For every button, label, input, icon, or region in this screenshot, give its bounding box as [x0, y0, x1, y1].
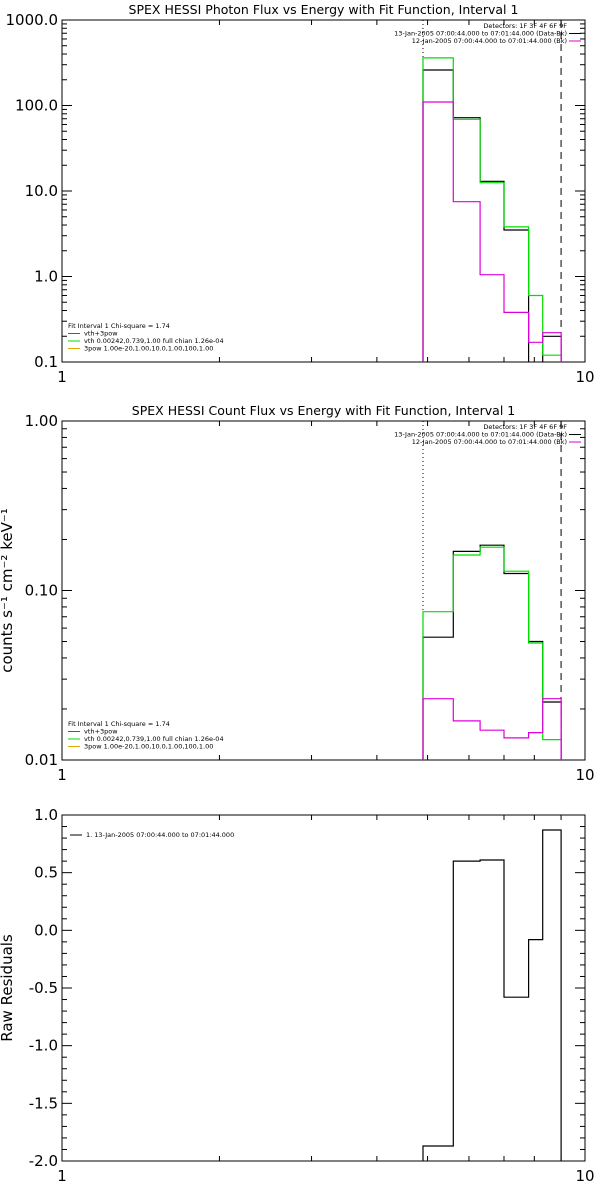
x-tick-label: 1 — [57, 368, 67, 386]
legend-entry: 12-Jan-2005 07:00:44.000 to 07:01:44.000… — [412, 438, 567, 446]
y-tick-label: 1.00 — [25, 412, 58, 430]
x-tick-label: 10 — [575, 766, 594, 784]
y-tick-label: 0.01 — [25, 751, 58, 769]
series-step-1 — [422, 69, 562, 362]
legend-entry: 1. 13-Jan-2005 07:00:44.000 to 07:01:44.… — [86, 831, 234, 839]
y-tick-label: 0.0 — [34, 921, 58, 939]
y-tick-label: -0.5 — [29, 979, 58, 997]
chart-panel-1: SPEX HESSI Photon Flux vs Energy with Fi… — [6, 2, 595, 386]
y-tick-label: 100.0 — [15, 97, 58, 115]
y-axis-label: Raw Residuals — [0, 934, 16, 1042]
y-axis-label: counts s⁻¹ cm⁻² keV⁻¹ — [0, 508, 16, 673]
series-step-2 — [422, 546, 562, 760]
legend-entry: vth 0.00242,0.739,1.00 full chian 1.26e-… — [84, 735, 224, 743]
y-tick-label: 1000.0 — [6, 11, 59, 29]
legend-entry: Detectors: 1F 3F 4F 6F 9F — [483, 423, 567, 431]
chart-title: SPEX HESSI Photon Flux vs Energy with Fi… — [129, 2, 519, 17]
chart-panel-2: SPEX HESSI Count Flux vs Energy with Fit… — [0, 403, 595, 784]
plot-frame — [61, 420, 586, 761]
y-tick-label: -2.0 — [29, 1152, 58, 1170]
y-tick-label: 0.10 — [25, 582, 58, 600]
chart-panel-3: Raw Residuals 1 10 -2.0 -1.5 -1.0 -0.5 0.0 0.5 1.… — [0, 806, 595, 1185]
legend-entry: 3pow 1.00e-20,1.00,10.0,1.00,100,1.00 — [84, 743, 213, 751]
legend-entry: vth+3pow — [84, 728, 118, 736]
plot-frame — [61, 19, 586, 363]
plot-frame — [61, 814, 586, 1162]
x-tick-label: 1 — [57, 766, 67, 784]
y-tick-label: 0.5 — [34, 864, 58, 882]
series-step-3 — [422, 101, 562, 362]
legend-entry: Fit Interval 1 Chi-square = 1.74 — [68, 322, 170, 330]
chart-title: SPEX HESSI Count Flux vs Energy with Fit… — [132, 403, 515, 418]
y-tick-label: -1.5 — [29, 1094, 58, 1112]
legend-entry: 13-Jan-2005 07:00:44.000 to 07:01:44.000… — [394, 431, 567, 439]
legend-entry: Fit Interval 1 Chi-square = 1.74 — [68, 720, 170, 728]
y-tick-label: -1.0 — [29, 1037, 58, 1055]
legend-entry: 13-Jan-2005 07:00:44.000 to 07:01:44.000… — [394, 30, 567, 38]
y-tick-label: 1.0 — [34, 806, 58, 824]
x-tick-label: 10 — [575, 368, 594, 386]
legend-entry: 12-Jan-2005 07:00:44.000 to 07:01:44.000… — [412, 37, 567, 45]
x-tick-label: 10 — [575, 1167, 594, 1185]
series-step-1 — [422, 544, 562, 760]
x-tick-label: 1 — [57, 1167, 67, 1185]
legend-entry: vth 0.00242,0.739,1.00 full chian 1.26e-… — [84, 337, 224, 345]
legend-entry: Detectors: 1F 3F 4F 6F 9F — [483, 22, 567, 30]
y-tick-label: 1.0 — [34, 268, 58, 286]
y-tick-label: 0.1 — [34, 353, 58, 371]
legend-entry: 3pow 1.00e-20,1.00,10.0,1.00,100,1.00 — [84, 345, 213, 353]
y-tick-label: 10.0 — [25, 182, 58, 200]
legend-entry: vth+3pow — [84, 330, 118, 338]
series-step-2 — [422, 57, 562, 362]
series-step-1 — [422, 829, 562, 1161]
series-step-3 — [422, 698, 562, 760]
